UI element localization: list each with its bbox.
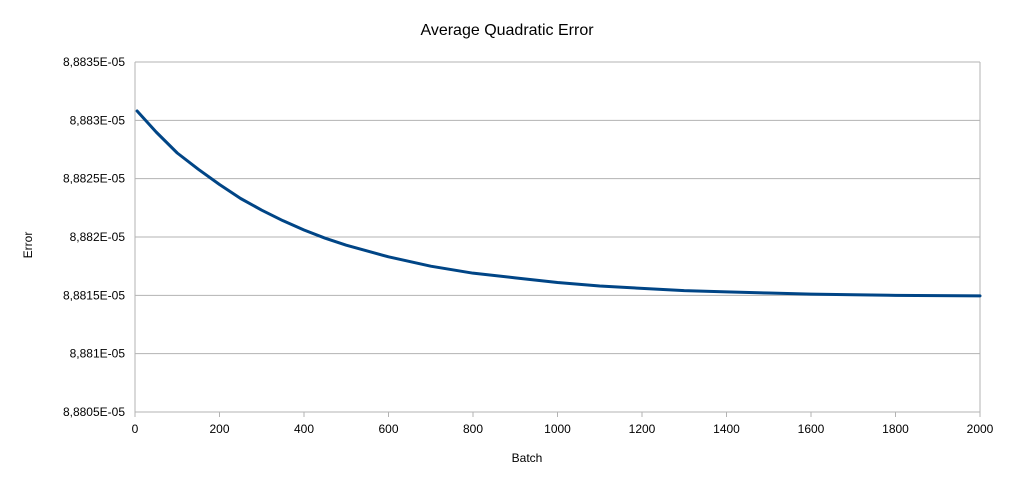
y-tick-label: 8,882E-05 [70, 230, 126, 244]
x-tick-label: 1200 [629, 422, 656, 436]
y-tick-label: 8,8825E-05 [63, 172, 125, 186]
x-tick-label: 1600 [798, 422, 825, 436]
x-tick-label: 2000 [967, 422, 994, 436]
series-line-0 [135, 109, 982, 298]
y-tick-label: 8,8815E-05 [63, 288, 125, 302]
x-tick-label: 1400 [713, 422, 740, 436]
x-tick-label: 0 [132, 422, 139, 436]
x-tick-label: 200 [209, 422, 229, 436]
y-tick-label: 8,881E-05 [70, 347, 126, 361]
y-tick-label: 8,8805E-05 [63, 405, 125, 419]
x-axis-ticks: 0 200 400 600 800 1000 1200 1400 1600 1800 2000 [132, 422, 994, 436]
x-tick-label: 400 [294, 422, 314, 436]
x-tick-label: 800 [463, 422, 483, 436]
x-tick-label: 1000 [544, 422, 571, 436]
series-layer [135, 109, 982, 298]
x-tick-label: 600 [378, 422, 398, 436]
chart-title: Average Quadratic Error [420, 22, 594, 39]
grid-lines [134, 61, 981, 417]
y-axis-ticks: 8,8805E-05 8,881E-05 8,8815E-05 8,882E-05 8,… [63, 55, 125, 419]
x-axis-label: Batch [512, 451, 543, 465]
y-tick-label: 8,883E-05 [70, 113, 126, 127]
x-tick-label: 1800 [882, 422, 909, 436]
y-axis-label: Error [21, 232, 35, 259]
y-tick-label: 8,8835E-05 [63, 55, 125, 69]
